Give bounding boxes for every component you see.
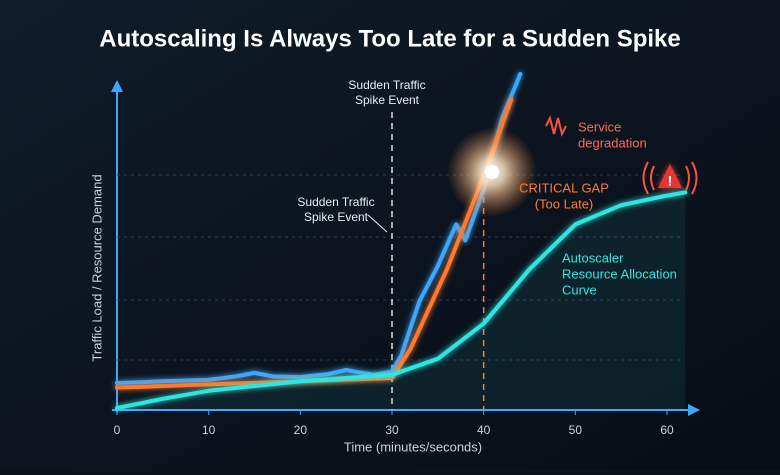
annotation: ! xyxy=(668,173,673,189)
annotation: Service xyxy=(578,119,621,134)
y-axis-label: Traffic Load / Resource Demand xyxy=(89,174,104,361)
annotation: Sudden Traffic xyxy=(297,195,374,209)
annotation: Curve xyxy=(562,282,597,297)
series-line xyxy=(115,190,688,411)
x-tick-label: 40 xyxy=(477,423,491,437)
x-tick-label: 30 xyxy=(385,423,399,437)
x-tick-label: 60 xyxy=(660,423,674,437)
x-axis-label: Time (minutes/seconds) xyxy=(344,439,482,454)
y-axis-arrow xyxy=(111,80,123,92)
annotation: Resource Allocation xyxy=(562,266,677,281)
signal-waves xyxy=(545,115,698,195)
annotation: degradation xyxy=(578,135,647,150)
annotation: Spike Event xyxy=(355,93,420,107)
pointer xyxy=(367,214,388,233)
annotation: Autoscaler xyxy=(562,250,624,265)
x-tick-label: 10 xyxy=(202,423,216,437)
area-fill xyxy=(117,192,686,410)
annotation: (Too Late) xyxy=(535,196,594,211)
annotation: CRITICAL GAP xyxy=(519,180,609,195)
x-tick-label: 20 xyxy=(294,423,308,437)
x-tick-label: 0 xyxy=(114,423,121,437)
x-tick-label: 50 xyxy=(569,423,583,437)
x-axis-arrow xyxy=(688,404,700,416)
warning-icon xyxy=(658,164,682,188)
chart-title: Autoscaling Is Always Too Late for a Sud… xyxy=(99,25,680,52)
annotation: Sudden Traffic xyxy=(348,78,425,92)
burst-core xyxy=(485,165,499,179)
annotation: Spike Event xyxy=(304,210,369,224)
